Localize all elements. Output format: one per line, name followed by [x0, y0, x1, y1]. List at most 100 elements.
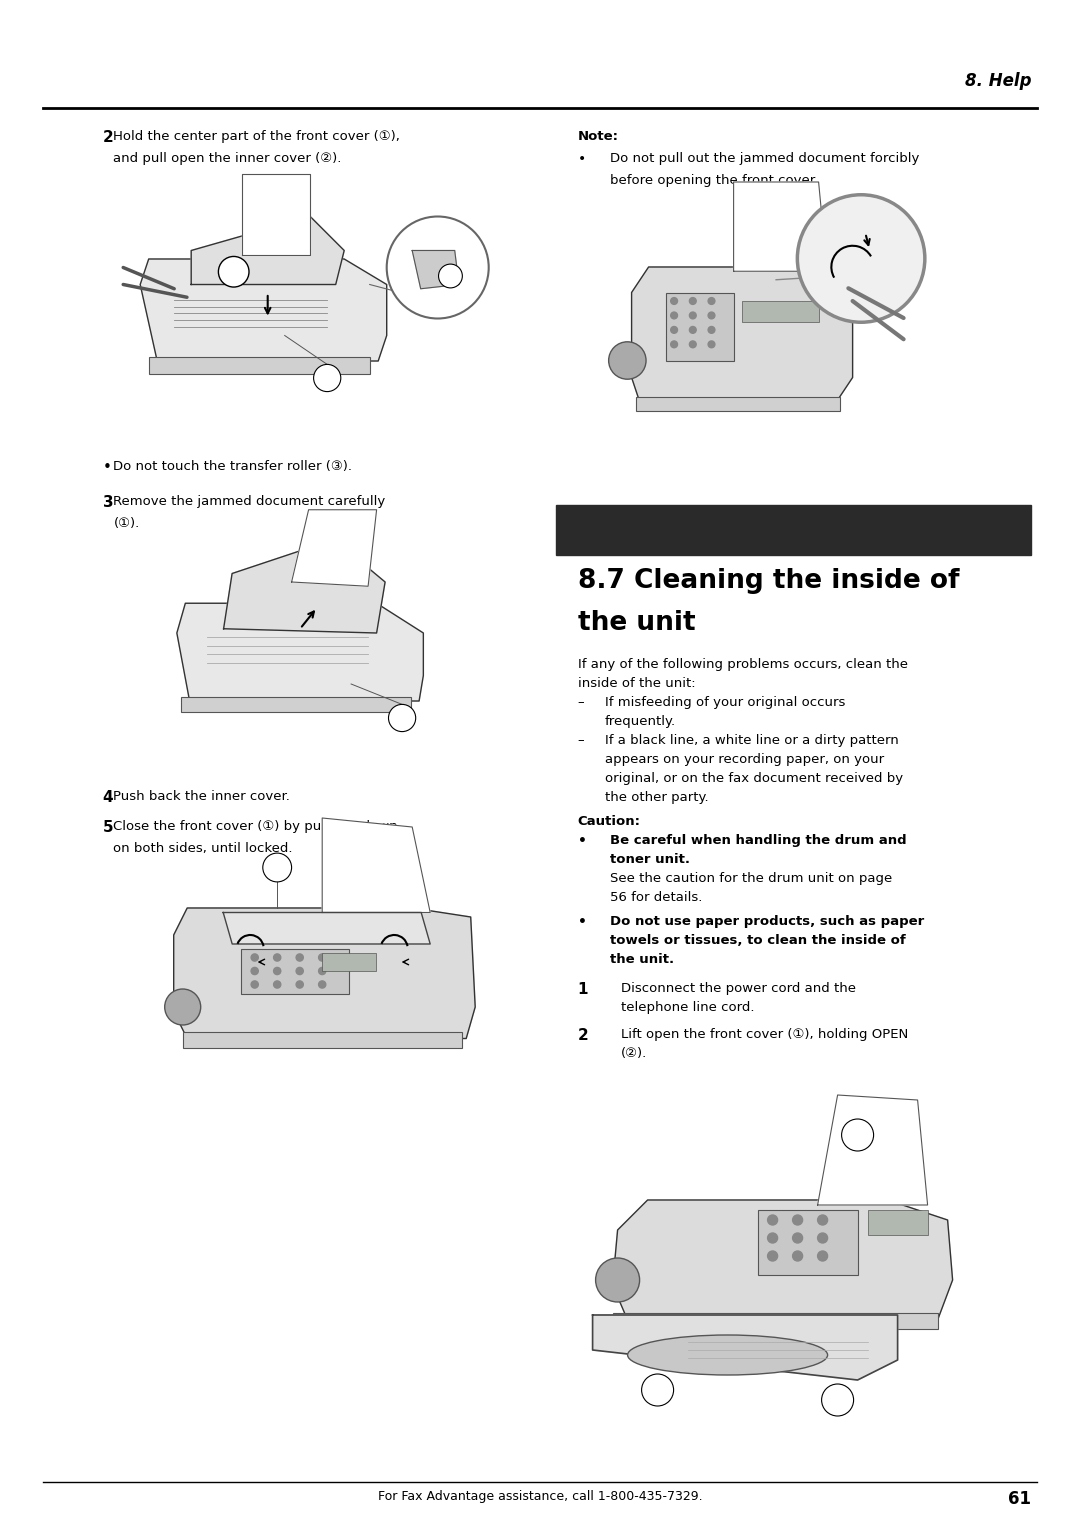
Bar [149, 356, 369, 374]
Circle shape [797, 194, 924, 322]
Polygon shape [191, 217, 345, 284]
Text: For Fax Advantage assistance, call 1-800-435-7329.: For Fax Advantage assistance, call 1-800… [378, 1490, 702, 1504]
Circle shape [793, 1251, 802, 1261]
Polygon shape [632, 267, 852, 403]
Text: 2: 2 [578, 1028, 589, 1044]
Circle shape [818, 1215, 827, 1225]
Text: ③: ③ [323, 373, 332, 384]
Text: 56 for details.: 56 for details. [610, 891, 703, 905]
Polygon shape [733, 182, 827, 272]
Text: ②: ② [653, 1384, 662, 1395]
Circle shape [671, 298, 677, 304]
Circle shape [708, 298, 715, 304]
Text: Lift open the front cover (①), holding OPEN: Lift open the front cover (①), holding O… [621, 1028, 908, 1041]
Bar [322, 953, 376, 970]
Bar [181, 697, 410, 712]
Text: Hold the center part of the front cover (①),: Hold the center part of the front cover … [113, 130, 401, 144]
Text: •: • [578, 915, 586, 929]
Circle shape [389, 704, 416, 732]
Text: before opening the front cover.: before opening the front cover. [610, 174, 819, 186]
Text: telephone line cord.: telephone line cord. [621, 1001, 755, 1015]
Text: See the caution for the drum unit on page: See the caution for the drum unit on pag… [610, 872, 892, 885]
Ellipse shape [627, 1335, 827, 1375]
Text: Do not use paper products, such as paper: Do not use paper products, such as paper [610, 915, 924, 927]
Circle shape [689, 341, 697, 348]
Circle shape [708, 341, 715, 348]
Text: ③: ③ [834, 1395, 842, 1406]
Text: Remove the jammed document carefully: Remove the jammed document carefully [113, 495, 386, 507]
Circle shape [251, 981, 258, 989]
Circle shape [251, 967, 258, 975]
Text: ①: ① [853, 1131, 862, 1140]
Text: inside of the unit:: inside of the unit: [578, 677, 696, 691]
Polygon shape [818, 1096, 928, 1206]
Text: Be careful when handling the drum and: Be careful when handling the drum and [610, 834, 907, 847]
Text: towels or tissues, to clean the inside of: towels or tissues, to clean the inside o… [610, 934, 906, 947]
Text: Note:: Note: [578, 130, 619, 144]
Text: 2: 2 [103, 130, 113, 145]
Text: 8. Help: 8. Help [964, 72, 1031, 90]
Circle shape [273, 981, 281, 989]
Circle shape [642, 1374, 674, 1406]
Text: ②: ② [447, 272, 455, 281]
Polygon shape [140, 260, 387, 361]
Circle shape [218, 257, 249, 287]
Circle shape [319, 981, 326, 989]
Text: If a black line, a white line or a dirty pattern: If a black line, a white line or a dirty… [605, 733, 899, 747]
Text: •: • [578, 151, 586, 167]
Polygon shape [292, 510, 377, 587]
Polygon shape [177, 604, 423, 701]
Circle shape [793, 1215, 802, 1225]
Text: 8.7 Cleaning the inside of: 8.7 Cleaning the inside of [578, 568, 959, 594]
Bar [241, 949, 349, 993]
Text: –: – [578, 695, 584, 709]
Circle shape [319, 967, 326, 975]
Polygon shape [224, 912, 430, 944]
Text: the unit: the unit [578, 610, 696, 636]
Circle shape [671, 312, 677, 319]
Text: (②).: (②). [621, 1047, 647, 1060]
Circle shape [319, 953, 326, 961]
Polygon shape [413, 251, 459, 289]
Circle shape [708, 312, 715, 319]
Circle shape [262, 853, 292, 882]
Bar [665, 292, 733, 361]
Bar [183, 1033, 462, 1048]
Circle shape [387, 217, 488, 318]
Text: frequently.: frequently. [605, 715, 676, 727]
Text: Push back the inner cover.: Push back the inner cover. [113, 790, 291, 804]
Circle shape [313, 364, 341, 391]
Bar [636, 397, 840, 411]
Text: the unit.: the unit. [610, 953, 674, 966]
Circle shape [818, 1233, 827, 1242]
Polygon shape [322, 817, 430, 912]
Bar [742, 301, 819, 322]
Text: original, or on the fax document received by: original, or on the fax document receive… [605, 772, 903, 785]
Circle shape [164, 989, 201, 1025]
Polygon shape [593, 1316, 897, 1380]
Circle shape [671, 327, 677, 333]
Circle shape [793, 1233, 802, 1242]
Text: Close the front cover (①) by pushing down: Close the front cover (①) by pushing dow… [113, 821, 399, 833]
Text: ①: ① [397, 714, 406, 723]
Circle shape [296, 953, 303, 961]
Text: toner unit.: toner unit. [610, 853, 690, 866]
Circle shape [689, 327, 697, 333]
Text: 5: 5 [103, 821, 113, 834]
Circle shape [251, 953, 258, 961]
Text: Do not touch the transfer roller (③).: Do not touch the transfer roller (③). [113, 460, 352, 474]
Circle shape [768, 1215, 778, 1225]
Text: If any of the following problems occurs, clean the: If any of the following problems occurs,… [578, 659, 908, 671]
Polygon shape [612, 1199, 953, 1320]
Circle shape [273, 967, 281, 975]
Text: and pull open the inner cover (②).: and pull open the inner cover (②). [113, 151, 341, 165]
Text: –: – [578, 733, 584, 747]
Circle shape [768, 1233, 778, 1242]
Polygon shape [224, 539, 386, 633]
Circle shape [822, 1384, 853, 1416]
Circle shape [818, 1251, 827, 1261]
Bar [556, 504, 1031, 555]
Text: the other party.: the other party. [605, 792, 708, 804]
Text: 1: 1 [578, 983, 589, 996]
Text: appears on your recording paper, on your: appears on your recording paper, on your [605, 753, 883, 766]
